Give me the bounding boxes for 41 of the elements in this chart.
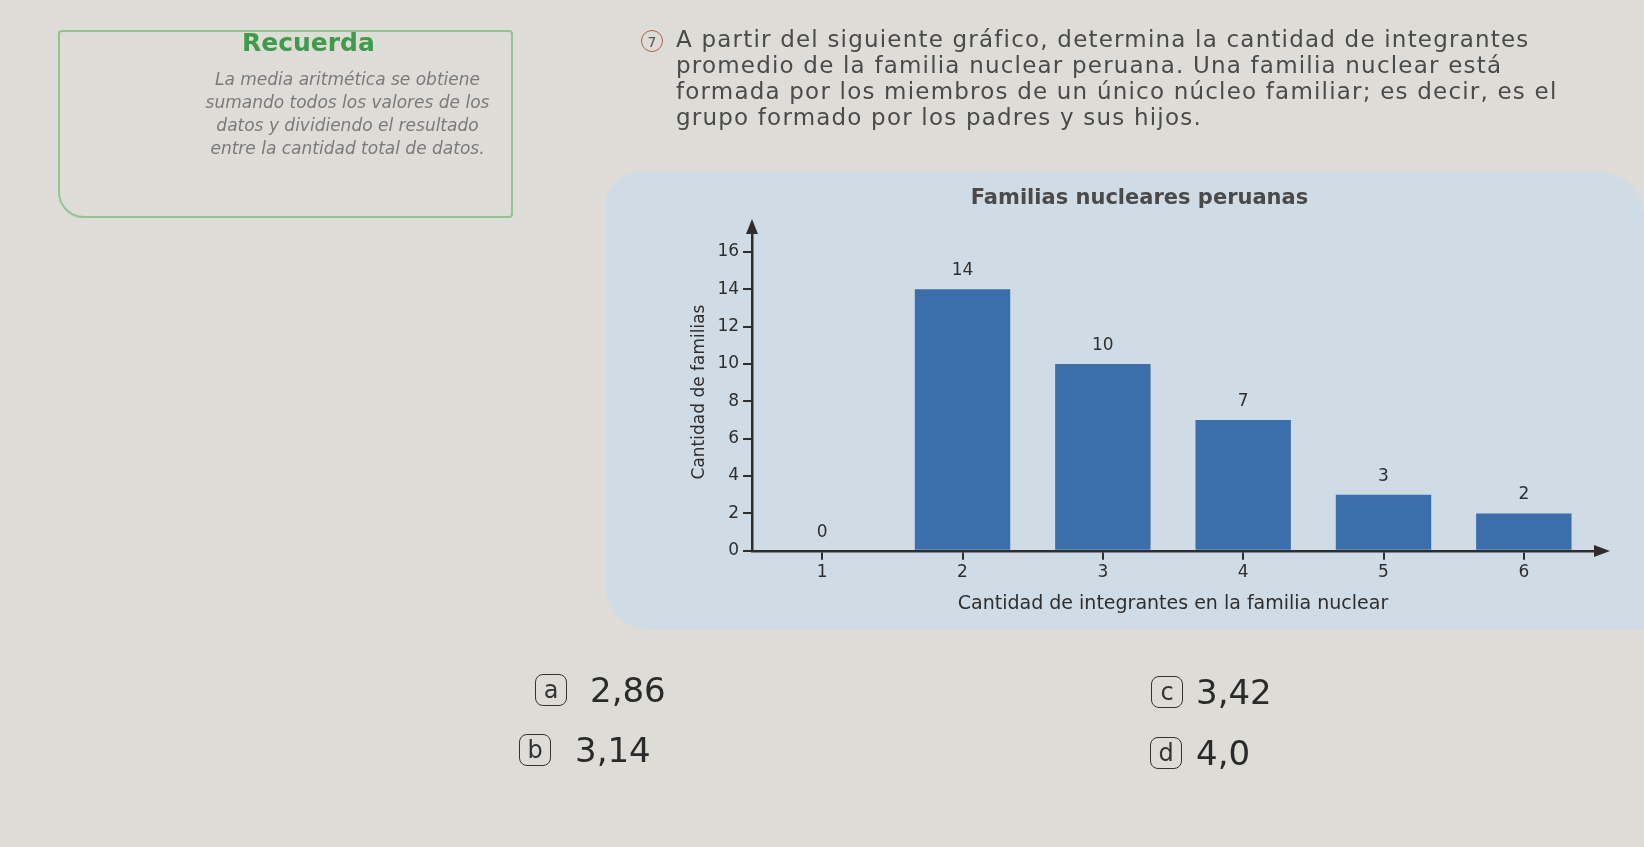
data-label: 14: [951, 259, 974, 280]
text: Recuerda: [242, 28, 375, 57]
data-label: 2: [1518, 483, 1530, 504]
x-axis-title: Cantidad de integrantes en la familia nuclear: [957, 590, 1389, 613]
chart-title: Familias nucleares peruanas: [970, 185, 1309, 210]
bar: [914, 289, 1011, 550]
x-tick-label: 1: [816, 561, 828, 582]
y-tick-label: 2: [728, 501, 740, 522]
text: La media aritmética se obtiene sumando todos los valores de los datos y dividiendo el resultado entre la cantidad total de datos.: [205, 68, 490, 160]
data-label: 10: [1092, 333, 1114, 354]
text: A partir del siguiente gráfico, determina la cantidad de integrantes promedio de la familia nuclear peruana. Una familia nuclear está formada por los miembros de un único núcleo familiar; es decir, es el grupo formado por los padres y sus hijos.: [676, 26, 1559, 130]
text: c: [1151, 676, 1183, 708]
text: b: [519, 734, 551, 766]
bar: [1055, 363, 1151, 550]
bar: [1195, 420, 1291, 550]
text: d: [1150, 737, 1182, 769]
y-tick-label: 16: [717, 240, 740, 261]
x-tick-label: 5: [1378, 561, 1389, 582]
data-label: 7: [1237, 389, 1249, 410]
text: a: [535, 674, 567, 706]
text: 4,0: [1196, 733, 1251, 773]
y-tick-label: 10: [717, 352, 740, 373]
y-tick-label: 12: [717, 315, 740, 336]
y-tick-label: 8: [728, 389, 740, 410]
text: 3,14: [575, 730, 651, 770]
text: 3,42: [1196, 672, 1272, 712]
x-tick-label: 6: [1518, 561, 1530, 582]
text: 2,86: [590, 670, 666, 710]
y-tick-label: 14: [717, 277, 740, 298]
y-tick-label: 4: [728, 464, 740, 485]
y-axis-title: Cantidad de familias: [687, 304, 708, 480]
x-tick-label: 3: [1097, 561, 1109, 582]
data-label: 0: [816, 520, 828, 541]
x-tick-label: 2: [957, 561, 968, 582]
text: 7: [641, 30, 663, 52]
data-label: 3: [1378, 464, 1389, 485]
bar: [1335, 494, 1432, 550]
y-tick-label: 6: [728, 427, 740, 448]
bar: [1476, 513, 1572, 550]
x-tick-label: 4: [1237, 561, 1249, 582]
y-tick-label: 0: [728, 539, 740, 560]
